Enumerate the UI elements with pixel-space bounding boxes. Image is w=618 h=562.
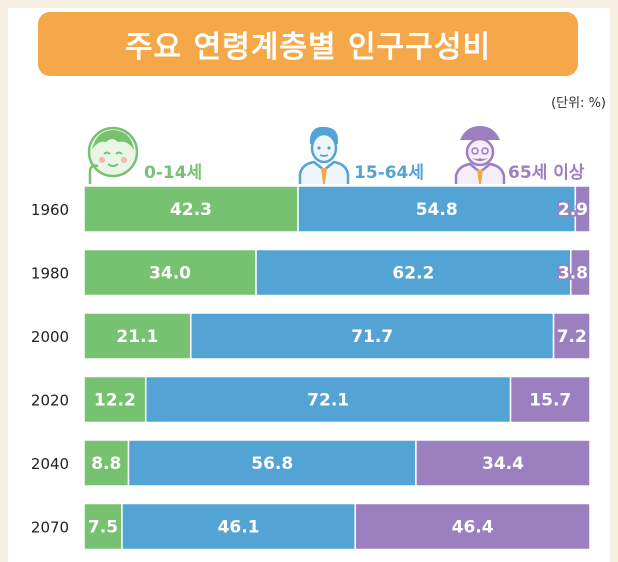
- bar-segment-young: [83, 248, 257, 297]
- bar-segment-elderly: [415, 439, 591, 487]
- bar-segment-elderly: [570, 248, 591, 297]
- data-label-elderly: 2.9: [558, 200, 588, 220]
- bar-segment-young: [83, 502, 123, 551]
- data-label-young: 42.3: [170, 200, 212, 220]
- legend-label-young: 0-14세: [144, 163, 203, 183]
- frame-left: [0, 0, 8, 562]
- data-label-young: 34.0: [149, 264, 191, 284]
- data-label-elderly: 46.4: [452, 518, 494, 538]
- bar-segment-working: [297, 185, 577, 233]
- data-label-young: 12.2: [94, 391, 136, 411]
- bar-segment-working: [127, 439, 417, 487]
- bar-segment-elderly: [354, 502, 591, 551]
- year-label: 2020: [31, 392, 69, 410]
- data-label-elderly: 3.8: [558, 264, 588, 284]
- baby-icon: [87, 126, 139, 184]
- frame-top: [0, 0, 618, 8]
- data-label-elderly: 34.4: [482, 454, 524, 474]
- year-label: 1960: [31, 201, 69, 219]
- bar-segment-working: [190, 312, 555, 360]
- year-label: 2070: [31, 519, 69, 537]
- data-label-working: 72.1: [307, 391, 349, 411]
- data-label-elderly: 7.2: [557, 327, 587, 347]
- bar-segment-young: [83, 312, 192, 360]
- elder-icon: [454, 126, 506, 184]
- chart-title: 주요 연령계층별 인구구성비: [38, 12, 578, 76]
- bar-segment-working: [121, 502, 356, 551]
- frame-right: [610, 0, 618, 562]
- data-label-working: 62.2: [392, 264, 434, 284]
- legend-label-working: 15-64세: [354, 163, 425, 183]
- year-label: 2040: [31, 455, 69, 473]
- data-label-working: 56.8: [251, 454, 293, 474]
- year-label: 1980: [31, 265, 69, 283]
- bar-segment-young: [83, 439, 130, 487]
- data-label-working: 71.7: [351, 327, 393, 347]
- legend-label-elderly: 65세 이상: [508, 163, 585, 183]
- bar-segment-elderly: [552, 312, 591, 360]
- data-label-working: 54.8: [416, 200, 458, 220]
- year-label: 2000: [31, 328, 69, 346]
- bar-segment-elderly: [574, 185, 591, 233]
- data-label-young: 21.1: [116, 327, 158, 347]
- data-label-elderly: 15.7: [529, 391, 571, 411]
- data-label-young: 8.8: [91, 454, 121, 474]
- data-label-working: 46.1: [218, 518, 260, 538]
- data-label-young: 7.5: [88, 518, 118, 538]
- bar-segment-elderly: [509, 375, 591, 424]
- adult-icon: [298, 126, 350, 184]
- unit-label: (단위: %): [551, 96, 606, 111]
- bar-segment-young: [83, 185, 299, 233]
